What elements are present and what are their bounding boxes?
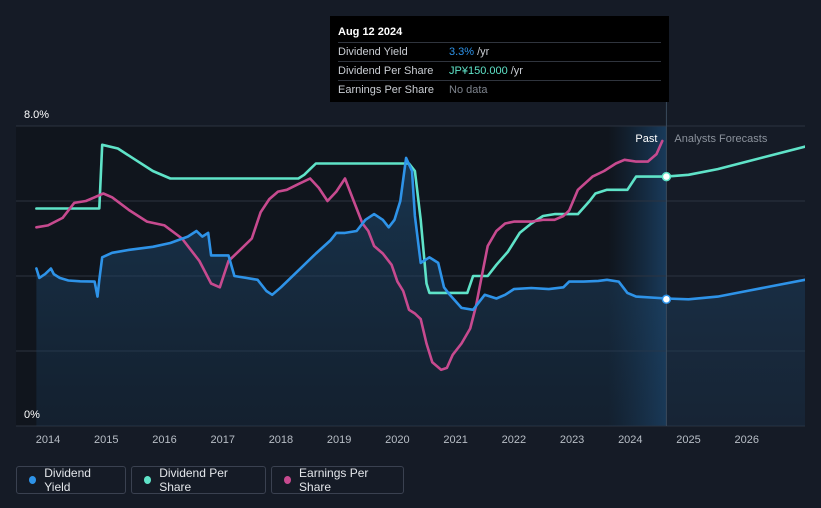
- tooltip-row-dividend-yield: Dividend Yield 3.3% /yr: [338, 42, 661, 61]
- x-tick-label: 2016: [152, 434, 176, 446]
- x-tick-label: 2026: [735, 434, 759, 446]
- legend-dot-icon: [144, 476, 152, 484]
- tooltip-row-earnings-per-share: Earnings Per Share No data: [338, 80, 661, 99]
- x-tick-label: 2018: [269, 434, 293, 446]
- forecast-markers: [661, 171, 672, 304]
- tooltip-unit: /yr: [510, 65, 523, 77]
- y-axis-labels: 8.0% 0%: [24, 109, 49, 421]
- tooltip-value: JP¥150.000: [449, 65, 508, 77]
- earnings-per-share-line: [35, 139, 664, 372]
- x-tick-label: 2025: [676, 434, 700, 446]
- dividend-yield-line: [35, 156, 805, 312]
- x-tick-label: 2015: [94, 434, 118, 446]
- tooltip-label: Dividend Yield: [338, 46, 408, 58]
- yield-area-group: [36, 157, 805, 426]
- tooltip-label: Dividend Per Share: [338, 65, 434, 77]
- x-tick-label: 2021: [443, 434, 467, 446]
- tooltip-value: No data: [449, 84, 488, 96]
- legend-dot-icon: [29, 476, 37, 484]
- tooltip-label: Earnings Per Share: [338, 84, 434, 96]
- forecast-marker: [661, 294, 672, 304]
- legend-label: Earnings Per Share: [299, 466, 369, 494]
- dividend-yield-area: [36, 157, 805, 426]
- tooltip-date: Aug 12 2024: [338, 26, 403, 38]
- legend-item-dividend-yield[interactable]: Dividend Yield: [16, 466, 126, 494]
- legend-item-earnings-per-share[interactable]: Earnings Per Share: [271, 466, 404, 494]
- past-label: Past: [635, 133, 657, 145]
- y-tick-label: 0%: [24, 409, 40, 421]
- x-tick-label: 2019: [327, 434, 351, 446]
- series-lines: [35, 139, 805, 372]
- tooltip-row-dividend-per-share: Dividend Per Share JP¥150.000 /yr: [338, 61, 661, 80]
- legend-label: Dividend Yield: [44, 466, 91, 494]
- x-tick-label: 2024: [618, 434, 642, 446]
- legend-label: Dividend Per Share: [159, 466, 228, 494]
- legend-dot-icon: [284, 476, 292, 484]
- x-tick-label: 2014: [36, 434, 60, 446]
- analysts-forecasts-label: Analysts Forecasts: [674, 133, 767, 145]
- y-tick-label: 8.0%: [24, 109, 49, 121]
- x-tick-label: 2020: [385, 434, 409, 446]
- dividend-per-share-line: [35, 143, 805, 295]
- tooltip: Aug 12 2024 Dividend Yield 3.3% /yr Divi…: [330, 16, 669, 102]
- x-tick-label: 2023: [560, 434, 584, 446]
- tooltip-value: 3.3%: [449, 46, 475, 58]
- x-tick-label: 2017: [210, 434, 234, 446]
- legend-item-dividend-per-share[interactable]: Dividend Per Share: [131, 466, 266, 494]
- x-axis-labels: 2014 2015 2016 2017 2018 2019 2020 2021 2022 2023…: [36, 434, 759, 446]
- forecast-marker: [661, 171, 672, 182]
- tooltip-unit: /yr: [477, 46, 490, 58]
- x-tick-label: 2022: [502, 434, 526, 446]
